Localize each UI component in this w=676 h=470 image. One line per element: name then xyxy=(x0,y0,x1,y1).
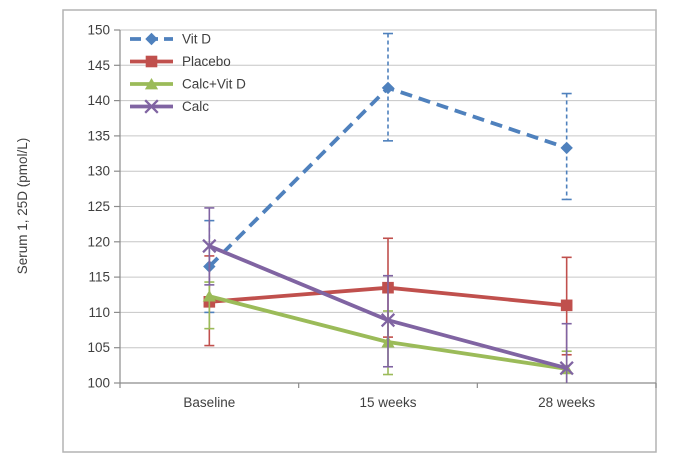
y-tick-label: 140 xyxy=(87,93,110,108)
x-axis-label: 15 weeks xyxy=(359,395,416,410)
legend-label: Calc xyxy=(182,99,209,114)
y-tick-label: 145 xyxy=(87,58,110,73)
figure-border xyxy=(62,9,657,453)
y-tick-label: 115 xyxy=(88,270,110,285)
y-tick-label: 135 xyxy=(87,128,110,143)
legend-label: Calc+Vit D xyxy=(182,77,246,92)
y-tick-label: 150 xyxy=(87,23,110,38)
legend-marker-3 xyxy=(144,78,159,90)
legend-marker-4 xyxy=(144,99,159,114)
y-tick-label: 110 xyxy=(88,305,110,320)
legend-label: Placebo xyxy=(182,54,231,69)
marker-calc-2 xyxy=(380,313,396,328)
y-tick-label: 130 xyxy=(87,164,110,179)
marker-vit-d-3 xyxy=(560,141,573,155)
x-axis-label: Baseline xyxy=(183,395,235,410)
marker-calc-1 xyxy=(202,238,217,254)
marker-calc-3 xyxy=(559,361,574,376)
legend-marker-1 xyxy=(145,32,158,46)
marker-placebo-3 xyxy=(560,299,573,312)
marker-calc-vit-d-1 xyxy=(202,290,216,302)
legend-label: Vit D xyxy=(182,32,211,47)
y-axis-title: Serum 1, 25D (pmol/L) xyxy=(15,138,30,275)
x-axis-label: 28 weeks xyxy=(538,395,595,410)
y-tick-label: 105 xyxy=(87,340,110,355)
y-tick-label: 125 xyxy=(87,199,110,214)
y-tick-label: 120 xyxy=(87,234,110,249)
legend-marker-2 xyxy=(145,55,158,68)
y-tick-label: 100 xyxy=(87,376,110,391)
marker-vit-d-2 xyxy=(381,81,395,95)
